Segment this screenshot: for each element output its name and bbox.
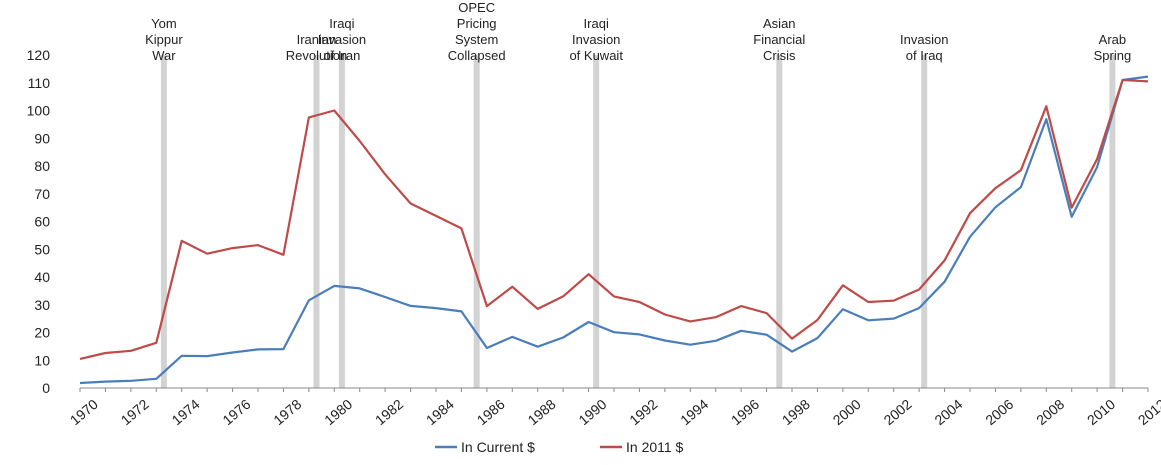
event-line [338,55,345,388]
event-label: Financial [753,32,805,47]
event-label: Crisis [763,48,796,63]
x-tick-label: 1996 [728,396,762,428]
x-tick-label: 1986 [474,396,508,428]
y-tick-label: 40 [34,269,50,285]
event-label: Iranian [297,32,337,47]
x-tick-label: 2012 [1135,396,1161,428]
x-tick-label: 1970 [67,396,101,428]
event-label: Invasion [900,32,948,47]
x-tick-label: 1992 [626,396,660,428]
x-tick-label: 1982 [372,396,406,428]
event-label: Collapsed [448,48,506,63]
x-tick-label: 1978 [270,396,304,428]
series-lines [79,75,1149,385]
x-tick-label: 1984 [423,396,457,428]
event-label: Invasion [318,32,366,47]
y-tick-label: 120 [27,47,51,63]
x-tick-label: 2000 [830,396,864,428]
y-tick-label: 100 [27,103,51,119]
x-tick-label: 1990 [575,396,609,428]
event-label: of Iraq [906,48,943,63]
event-line [313,55,320,388]
event-label: Kippur [145,32,183,47]
event-line [776,55,783,388]
y-tick-label: 20 [34,325,50,341]
y-tick-label: 30 [34,297,50,313]
event-label: of Iran [323,48,360,63]
event-labels: YomKippurWarIranianRevolutionIraqiInvasi… [145,0,1131,63]
y-tick-label: 70 [34,186,50,202]
x-tick-label: 2010 [1084,396,1118,428]
x-tick-label: 1998 [779,396,813,428]
event-label: System [455,32,498,47]
x-tick-label: 2004 [931,396,965,428]
event-label: Spring [1094,48,1132,63]
y-axis: 0 10 20 30 40 50 60 70 80 90 100 110 120 [27,47,51,396]
event-line [593,55,600,388]
legend-label: In Current $ [461,439,535,455]
event-label: of Kuwait [569,48,623,63]
legend: In Current $ In 2011 $ [435,439,684,455]
event-line [473,55,480,388]
event-line [921,55,928,388]
event-label: War [152,48,176,63]
event-label: Revolution [286,48,347,63]
x-tick-label: 1988 [525,396,559,428]
x-tick-label: 2006 [982,396,1016,428]
event-label: Invasion [572,32,620,47]
y-tick-label: 110 [28,75,51,91]
x-tick-label: 1980 [321,396,355,428]
x-tick-label: 2008 [1033,396,1067,428]
x-tick-label: 2002 [881,396,915,428]
y-tick-label: 80 [34,158,50,174]
series-line-current [79,75,1149,385]
y-tick-label: 0 [42,380,50,396]
x-tick-label: 1976 [219,396,253,428]
y-tick-label: 60 [34,214,50,230]
event-label: Yom [151,16,177,31]
event-label: Asian [763,16,796,31]
y-tick-label: 10 [34,352,50,368]
y-tick-label: 50 [34,241,50,257]
event-label: Pricing [457,16,497,31]
event-label: OPEC [458,0,495,15]
event-label: Arab [1099,32,1126,47]
series-line-real-2011 [79,78,1149,360]
legend-label: In 2011 $ [626,439,684,455]
x-tick-label: 1972 [118,396,152,428]
event-label: Iraqi [329,16,354,31]
x-tick-label: 1974 [169,396,203,428]
event-line [1109,55,1116,388]
x-tick-label: 1994 [677,396,711,428]
event-label: Iraqi [584,16,609,31]
x-axis: 1970 1972 1974 1976 1978 1980 1982 1984 1986 1988… [67,387,1161,428]
y-tick-label: 90 [34,130,50,146]
event-lines [160,55,1116,388]
event-line [160,55,167,388]
